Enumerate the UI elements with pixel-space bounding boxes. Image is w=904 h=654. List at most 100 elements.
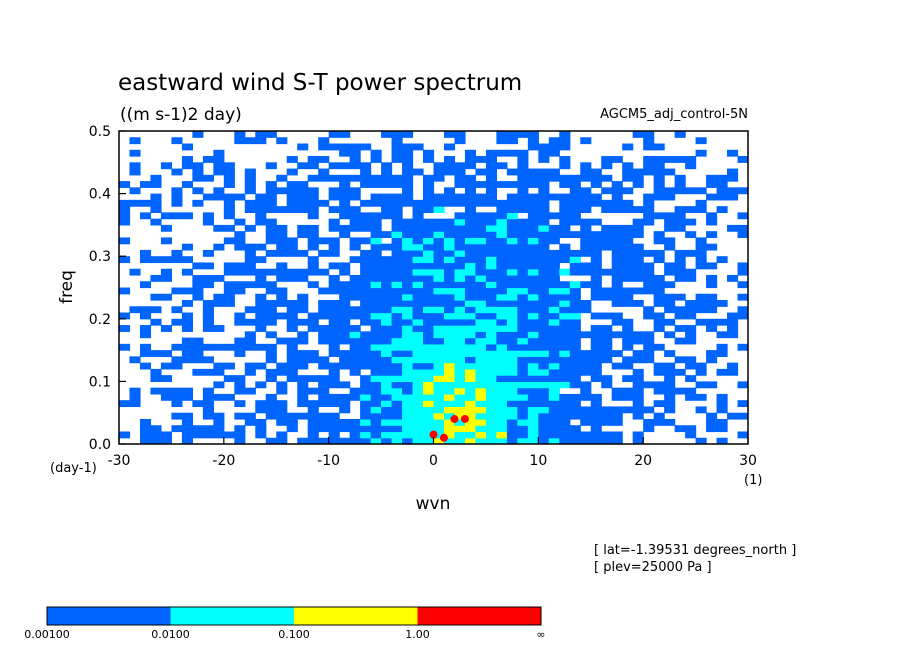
heatmap-cell [737, 268, 748, 276]
heatmap-cell [548, 387, 560, 395]
heatmap-cell [129, 306, 141, 314]
heatmap-cell [192, 131, 204, 138]
heatmap-cell [370, 212, 382, 220]
heatmap-cell [370, 356, 382, 364]
heatmap-cell [622, 293, 634, 301]
heatmap-cell [160, 162, 173, 170]
heatmap-cell [150, 431, 162, 439]
heatmap-cell [391, 437, 403, 444]
heatmap-cell [213, 274, 225, 282]
heatmap-cell [360, 425, 372, 433]
heatmap-cell [485, 350, 497, 357]
heatmap-cell [559, 131, 571, 138]
heatmap-cell [706, 243, 718, 251]
y-axis: 0.00.10.20.30.40.5 [89, 124, 126, 453]
heatmap-cell [181, 300, 193, 307]
heatmap-cell [402, 218, 414, 226]
heatmap-cell [464, 224, 477, 232]
heatmap-cell [202, 274, 214, 282]
heatmap-cell [632, 300, 644, 307]
heatmap-cell [548, 262, 560, 270]
heatmap-cell [454, 375, 466, 382]
heatmap-cell [496, 406, 508, 414]
heatmap-cell [234, 412, 246, 420]
heatmap-cell [412, 331, 424, 339]
heatmap-cell [653, 237, 665, 245]
info-line-1: [ lat=-1.39531 degrees_north ] [594, 543, 796, 558]
heatmap-cell [370, 262, 382, 270]
heatmap-cell [475, 312, 487, 320]
heatmap-cell [265, 181, 277, 188]
heatmap-cell [664, 362, 676, 370]
heatmap-cell [517, 431, 529, 439]
y-tick-label: 0.2 [89, 312, 111, 328]
heatmap-cell [559, 162, 571, 170]
heatmap-cell [475, 274, 487, 282]
heatmap-cell [454, 343, 466, 351]
heatmap-cell [527, 325, 539, 332]
heatmap-cell [653, 256, 665, 264]
heatmap-cell [318, 174, 330, 182]
heatmap-cell [244, 199, 256, 207]
heatmap-cell [559, 243, 571, 251]
heatmap-cell [454, 224, 466, 232]
heatmap-cell [307, 231, 319, 239]
heatmap-cell [286, 356, 298, 364]
heatmap-cell [527, 418, 539, 426]
heatmap-cell [496, 312, 508, 320]
heatmap-cell [496, 243, 508, 251]
heatmap-cell [255, 206, 267, 213]
heatmap-cell [506, 256, 518, 264]
heatmap-cell [695, 237, 707, 245]
heatmap-cell [402, 281, 414, 289]
heatmap-cell [443, 412, 456, 420]
heatmap-cell [391, 356, 403, 364]
heatmap-cell [517, 387, 529, 395]
heatmap-cell [339, 143, 351, 151]
heatmap-cell [412, 218, 424, 226]
heatmap-cell [223, 193, 235, 201]
heatmap-cell [391, 256, 403, 264]
heatmap-cell [580, 381, 592, 389]
heatmap-cell [381, 381, 393, 389]
heatmap-cell [412, 425, 424, 433]
heatmap-cell [286, 193, 298, 201]
heatmap-cell [255, 318, 267, 326]
heatmap-cell [381, 425, 393, 433]
heatmap-cell [286, 268, 298, 276]
heatmap-cell [286, 343, 298, 351]
heatmap-cell [202, 306, 214, 314]
heatmap-cell [286, 318, 298, 326]
heatmap-cell [527, 375, 539, 382]
heatmap-cell [506, 293, 518, 301]
heatmap-cell [706, 306, 718, 314]
heatmap-cell [538, 149, 550, 157]
heatmap-cell [622, 356, 634, 364]
heatmap-cell [150, 256, 162, 264]
heatmap-cell [360, 337, 372, 345]
heatmap-cell [632, 375, 644, 382]
heatmap-cell [286, 274, 298, 282]
heatmap-cell [307, 387, 319, 395]
heatmap-cell [402, 337, 414, 345]
heatmap-cell [475, 249, 487, 257]
heatmap-cell [297, 206, 309, 213]
heatmap-cell [506, 131, 518, 138]
heatmap-cell [318, 168, 330, 176]
heatmap-cell [454, 418, 466, 426]
heatmap-cell [727, 412, 739, 420]
heatmap-cell [580, 137, 592, 145]
heatmap-cell [402, 312, 414, 320]
heatmap-cell [349, 287, 361, 295]
heatmap-cell [538, 181, 550, 188]
heatmap-cell [664, 331, 676, 339]
heatmap-cell [674, 337, 686, 345]
heatmap-cell [234, 237, 246, 245]
heatmap-cell [632, 337, 644, 345]
heatmap-cell [391, 381, 403, 389]
heatmap-cell [349, 187, 361, 195]
heatmap-cell [370, 243, 382, 251]
heatmap-cell [464, 331, 477, 339]
heatmap-cell [464, 400, 477, 408]
heatmap-cell [433, 231, 445, 239]
